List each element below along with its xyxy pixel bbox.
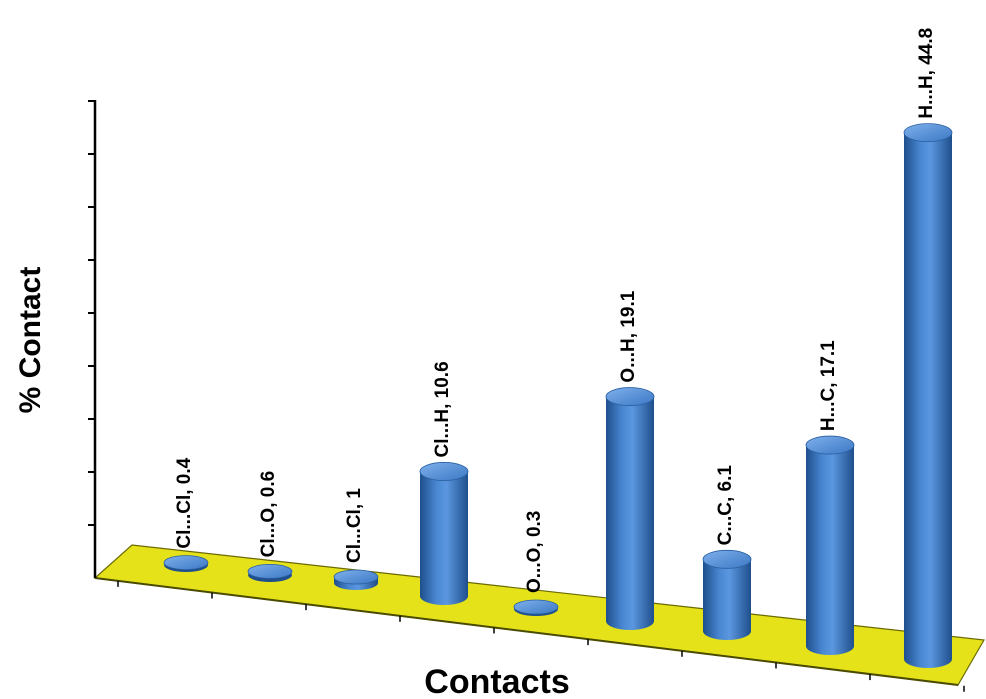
bar-cap bbox=[247, 564, 293, 579]
bar-cap bbox=[805, 435, 855, 455]
bar-cap bbox=[163, 555, 209, 570]
bar bbox=[513, 599, 559, 616]
bar bbox=[419, 462, 469, 605]
data-label: O...H, 19.1 bbox=[618, 290, 639, 382]
bar-cap bbox=[605, 387, 655, 406]
data-label: Cl...O, 0.6 bbox=[258, 471, 279, 558]
bar-body bbox=[904, 132, 952, 669]
floor-edge-line bbox=[94, 577, 959, 686]
data-label: Cl...Cl, 1 bbox=[344, 488, 365, 563]
bar-body bbox=[703, 559, 751, 640]
bar-body bbox=[806, 445, 854, 655]
x-axis-ticks bbox=[117, 580, 965, 692]
bar-cap bbox=[513, 599, 559, 615]
data-label: H...H, 44.8 bbox=[916, 28, 937, 119]
bar-cap bbox=[903, 123, 953, 143]
bar-cap bbox=[419, 462, 469, 481]
x-axis-title: Contacts bbox=[424, 663, 569, 699]
bar-cap bbox=[702, 549, 752, 569]
bar bbox=[702, 549, 752, 640]
bar bbox=[805, 435, 855, 655]
data-label: H...C, 17.1 bbox=[818, 340, 839, 431]
bar bbox=[605, 387, 655, 630]
bars: Cl...Cl, 0.4 Cl...O, 0.6 Cl...Cl, 1 Cl...H,… bbox=[163, 28, 953, 669]
bar bbox=[333, 569, 379, 590]
bar-body bbox=[606, 396, 654, 630]
data-label: Cl...Cl, 0.4 bbox=[174, 457, 195, 548]
data-label: Cl...H, 10.6 bbox=[432, 361, 453, 457]
data-label: O...O, 0.3 bbox=[524, 511, 545, 593]
bar-cap bbox=[333, 569, 379, 585]
y-axis-title: % Contact bbox=[14, 267, 47, 414]
bar bbox=[903, 123, 953, 669]
y-axis-ticks bbox=[88, 100, 95, 526]
bar-body bbox=[420, 471, 468, 605]
data-label: C...C, 6.1 bbox=[715, 465, 736, 546]
bar bbox=[247, 564, 293, 582]
bar bbox=[163, 555, 209, 572]
